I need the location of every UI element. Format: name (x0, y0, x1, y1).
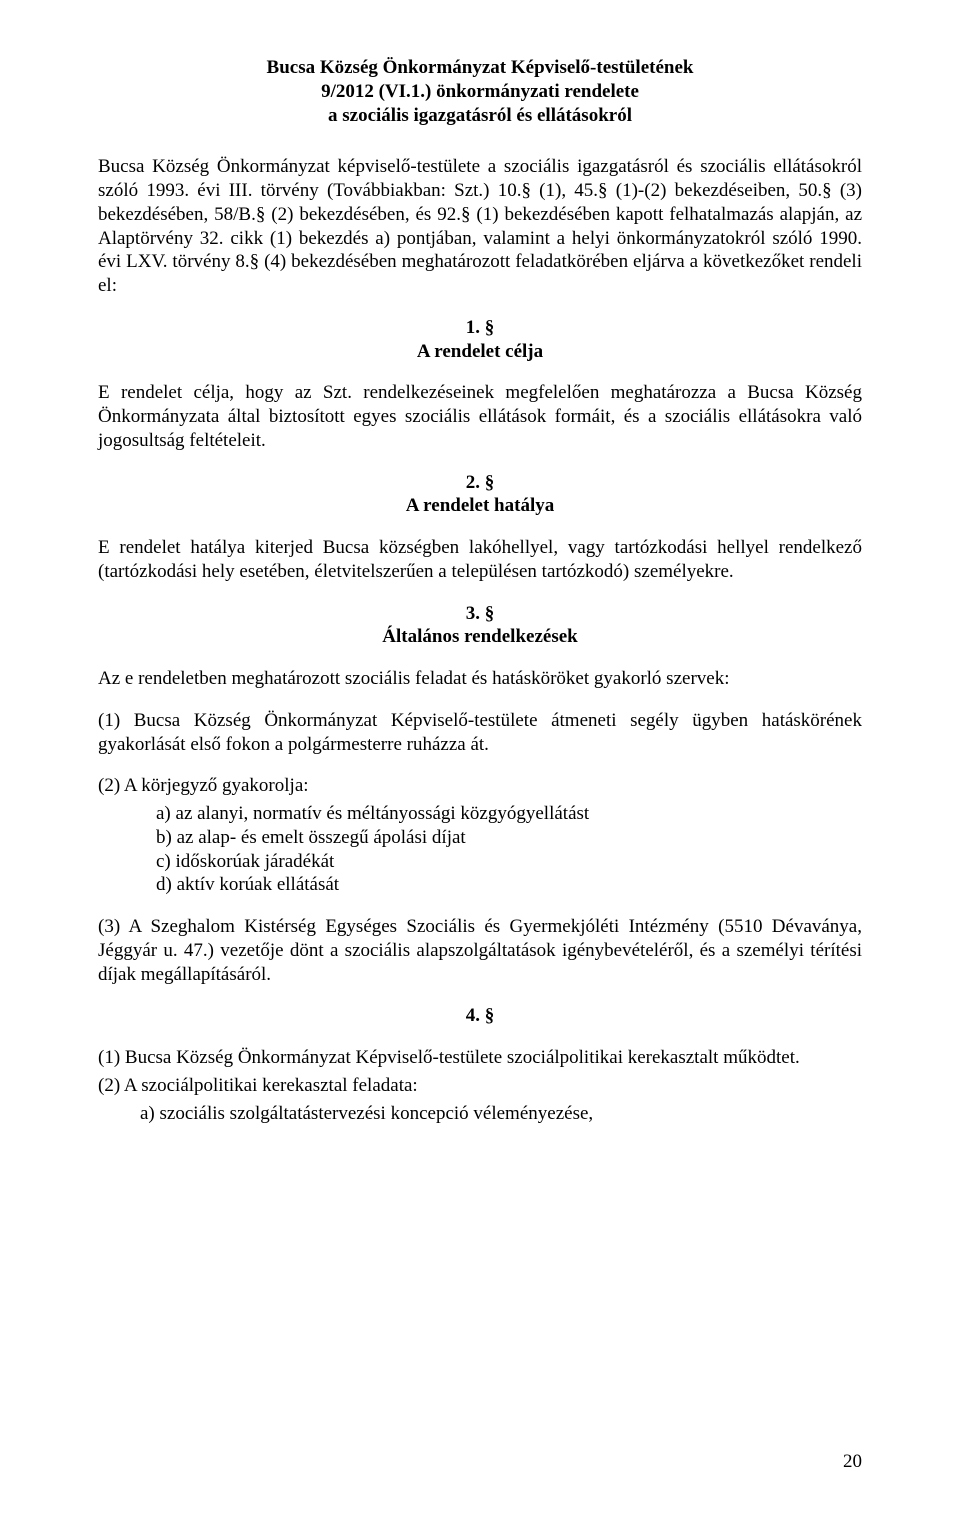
page-number: 20 (843, 1451, 862, 1473)
section-1-heading: 1. § A rendelet célja (98, 316, 862, 364)
section-1-paragraph-1: E rendelet célja, hogy az Szt. rendelkez… (98, 381, 862, 452)
section-3-paragraph-1: (1) Bucsa Község Önkormányzat Képviselő-… (98, 709, 862, 757)
section-2-heading: 2. § A rendelet hatálya (98, 471, 862, 519)
section-4-paragraph-2-list: a) szociális szolgáltatástervezési konce… (98, 1102, 862, 1126)
section-3-title: Általános rendelkezések (98, 625, 862, 649)
list-item: d) aktív korúak ellátását (156, 873, 862, 897)
list-item: a) az alanyi, normatív és méltányossági … (156, 802, 862, 826)
section-1-number: 1. § (98, 316, 862, 340)
document-title-block: Bucsa Község Önkormányzat Képviselő-test… (98, 56, 862, 127)
section-2-paragraph-1: E rendelet hatálya kiterjed Bucsa község… (98, 536, 862, 584)
section-3-heading: 3. § Általános rendelkezések (98, 602, 862, 650)
section-4-heading: 4. § (98, 1004, 862, 1028)
section-1-title: A rendelet célja (98, 340, 862, 364)
title-line-3: a szociális igazgatásról és ellátásokról (98, 104, 862, 128)
section-4-number: 4. § (98, 1004, 862, 1028)
list-item: c) időskorúak járadékát (156, 850, 862, 874)
list-item: b) az alap- és emelt összegű ápolási díj… (156, 826, 862, 850)
section-3-paragraph-2-list: a) az alanyi, normatív és méltányossági … (98, 802, 862, 897)
title-line-1: Bucsa Község Önkormányzat Képviselő-test… (98, 56, 862, 80)
title-line-2: 9/2012 (VI.1.) önkormányzati rendelete (98, 80, 862, 104)
section-2-number: 2. § (98, 471, 862, 495)
section-3-number: 3. § (98, 602, 862, 626)
preamble-paragraph: Bucsa Község Önkormányzat képviselő-test… (98, 155, 862, 298)
section-4-paragraph-2-lead: (2) A szociálpolitikai kerekasztal felad… (98, 1074, 862, 1098)
list-item: a) szociális szolgáltatástervezési konce… (140, 1102, 862, 1126)
section-3-paragraph-3: (3) A Szeghalom Kistérség Egységes Szoci… (98, 915, 862, 986)
section-2-title: A rendelet hatálya (98, 494, 862, 518)
document-page: Bucsa Község Önkormányzat Képviselő-test… (0, 0, 960, 1513)
section-3-intro: Az e rendeletben meghatározott szociális… (98, 667, 862, 691)
section-4-paragraph-1: (1) Bucsa Község Önkormányzat Képviselő-… (98, 1046, 862, 1070)
section-3-paragraph-2-lead: (2) A körjegyző gyakorolja: (98, 774, 862, 798)
